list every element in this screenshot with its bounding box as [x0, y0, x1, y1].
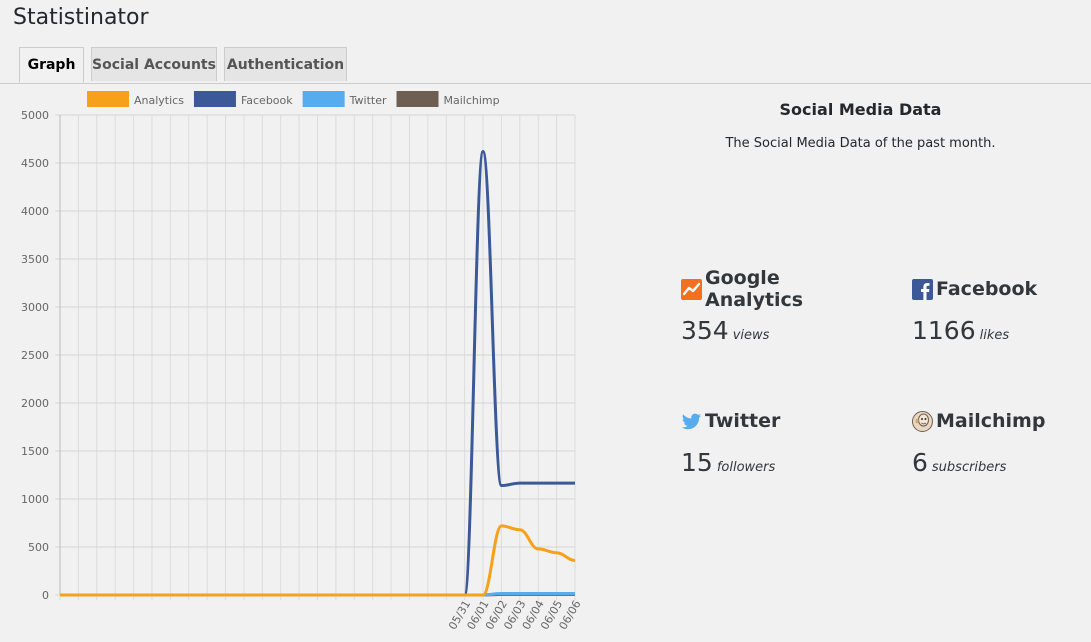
app-title: Statistinator: [13, 5, 149, 30]
y-tick-label: 1500: [21, 445, 49, 458]
stat-value: 15: [681, 448, 713, 477]
stat-mailchimp: Mailchimp 6 subscribers: [912, 408, 1091, 488]
stat-unit: views: [732, 328, 770, 343]
stat-value: 1166: [912, 316, 976, 345]
tab-authentication[interactable]: Authentication: [224, 47, 347, 81]
y-tick-label: 3500: [21, 253, 49, 266]
y-tick-label: 5000: [21, 109, 49, 122]
line-chart: 0 500 1000 1500 2000 2500 3000 3500 4000 4500 5000…: [21, 91, 584, 632]
stat-name: Google Analytics: [705, 267, 804, 311]
mailchimp-icon: [912, 410, 933, 432]
y-tick-label: 0: [42, 589, 49, 602]
legend-label-analytics: Analytics: [134, 94, 184, 107]
tab-bar: Graph Social Accounts Authentication: [0, 47, 1091, 84]
panel-subtitle: The Social Media Data of the past month.: [725, 136, 996, 151]
y-tick-label: 4000: [21, 205, 49, 218]
y-tick-label: 4500: [21, 157, 49, 170]
y-tick-label: 3000: [21, 301, 49, 314]
tab-graph[interactable]: Graph: [19, 47, 84, 83]
google-analytics-icon: [681, 278, 702, 300]
stat-name: Twitter: [705, 410, 781, 432]
legend-label-mailchimp: Mailchimp: [444, 94, 500, 107]
y-tick-label: 2000: [21, 397, 49, 410]
tab-social-accounts[interactable]: Social Accounts: [91, 47, 217, 81]
stat-facebook: Facebook 1166 likes: [912, 276, 1091, 356]
twitter-icon: [681, 413, 702, 429]
facebook-icon: [912, 278, 933, 300]
social-media-panel: Social Media Data The Social Media Data …: [630, 84, 1091, 642]
stat-value: 354: [681, 316, 729, 345]
panel-title: Social Media Data: [779, 100, 942, 119]
stat-value: 6: [912, 448, 928, 477]
legend-swatch-twitter: [302, 91, 345, 107]
stat-twitter: Twitter 15 followers: [681, 408, 881, 488]
stat-name: Facebook: [936, 278, 1038, 300]
legend-label-facebook: Facebook: [241, 94, 293, 107]
legend-label-twitter: Twitter: [349, 94, 387, 107]
stat-google-analytics: Google Analytics 354 views: [681, 267, 881, 356]
y-tick-label: 500: [28, 541, 49, 554]
y-tick-label: 2500: [21, 349, 49, 362]
stat-unit: subscribers: [931, 460, 1007, 475]
legend-swatch-analytics: [87, 91, 129, 107]
stat-name: Mailchimp: [936, 410, 1046, 432]
legend-swatch-facebook: [193, 91, 236, 107]
stat-unit: followers: [716, 460, 776, 475]
series-line-analytics: [60, 524, 576, 597]
chart-container: 0 500 1000 1500 2000 2500 3000 3500 4000 4500 5000…: [0, 84, 600, 642]
legend-swatch-mailchimp: [396, 91, 439, 107]
y-tick-label: 1000: [21, 493, 49, 506]
stat-unit: likes: [979, 328, 1010, 343]
